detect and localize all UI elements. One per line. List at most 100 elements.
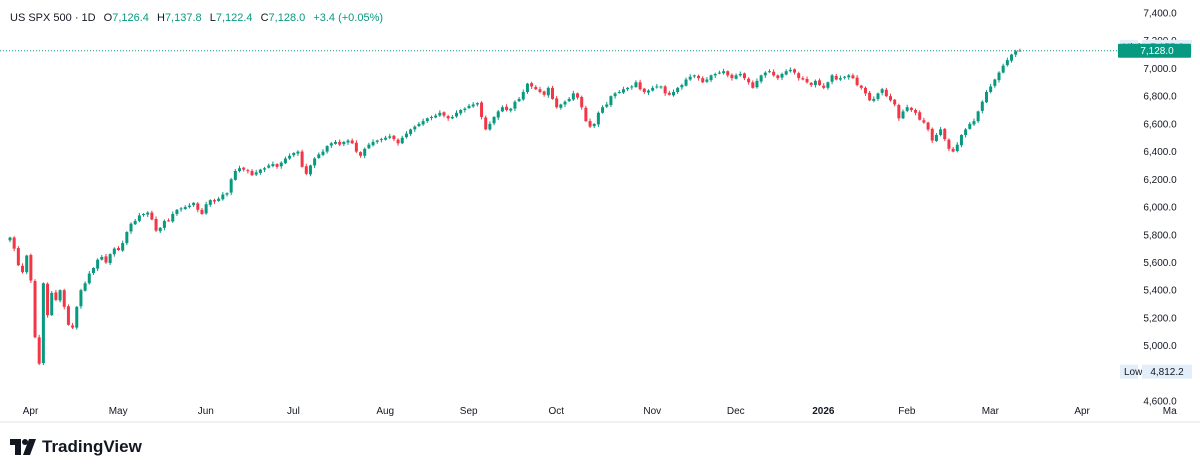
candle (41, 282, 45, 366)
candle (542, 90, 546, 97)
candle (922, 117, 926, 124)
candle (642, 87, 646, 94)
candle-body (104, 256, 108, 263)
x-tick-label: Mar (982, 406, 1000, 417)
candle (238, 165, 242, 173)
candle-body (763, 72, 767, 76)
candle (784, 69, 788, 76)
candle (788, 67, 792, 73)
candle-body (75, 306, 79, 328)
candle (371, 139, 375, 147)
candle-body (384, 137, 388, 140)
candle-body (901, 111, 905, 119)
candle (505, 104, 509, 112)
candle (500, 105, 504, 113)
candle-body (46, 283, 50, 316)
candle-body (984, 92, 988, 103)
candle (605, 101, 609, 109)
candle-body (500, 107, 504, 112)
tradingview-logo[interactable]: TradingView (10, 437, 142, 457)
candle-body (855, 77, 859, 86)
candle-body (993, 79, 997, 86)
candle (242, 166, 246, 172)
candle-body (296, 151, 300, 154)
candle-body (717, 72, 721, 74)
candle-body (121, 243, 125, 251)
candle (258, 168, 262, 175)
candle-body (834, 75, 838, 80)
candle (851, 73, 855, 79)
candle-body (1001, 65, 1005, 73)
candle (375, 139, 379, 144)
candle (417, 121, 421, 127)
time-axis[interactable]: Apr May Jun Jul Aug Sep Oct Nov Dec 2026 Feb Mar Apr… (23, 406, 1177, 417)
candle-body (413, 126, 417, 130)
candle (463, 107, 467, 113)
candle-body (951, 148, 955, 152)
candle (37, 334, 41, 366)
candle-body (813, 80, 817, 86)
candle-body (509, 108, 513, 111)
candle-body (809, 82, 813, 86)
y-tick-label: 6,800.0 (1143, 92, 1177, 103)
candle-body (776, 75, 780, 79)
candle (909, 106, 913, 112)
candle-body (859, 85, 863, 88)
price-axis[interactable]: 7,400.07,200.07,000.06,800.06,600.06,400… (1143, 9, 1177, 408)
candle (317, 152, 321, 159)
candle (300, 149, 304, 168)
candle (588, 118, 592, 129)
candle (855, 75, 859, 87)
candle-body (400, 137, 404, 144)
candle (379, 137, 383, 143)
candle-body (692, 75, 696, 77)
candle (229, 177, 233, 196)
candle (221, 192, 225, 201)
candle (54, 289, 58, 302)
candle (150, 210, 154, 221)
candle (446, 114, 450, 121)
candle-body (555, 98, 559, 108)
candle (613, 92, 617, 99)
candle (217, 196, 221, 202)
candle-body (50, 292, 54, 316)
candle-body (943, 128, 947, 140)
candle (926, 121, 930, 132)
candle-body (425, 118, 429, 122)
x-tick-label: Apr (23, 406, 39, 417)
y-tick-label: 7,000.0 (1143, 64, 1177, 75)
candle-body (404, 133, 408, 138)
candle-body (350, 140, 354, 144)
candle-body (642, 88, 646, 93)
candle-body (292, 152, 296, 156)
candle-body (313, 158, 317, 166)
candle (805, 76, 809, 84)
candle-body (843, 76, 847, 78)
candle-body (884, 89, 888, 97)
candle (884, 87, 888, 97)
candle (934, 133, 938, 142)
low-marker-value: 4,812.2 (1150, 367, 1184, 378)
low-marker-label-bg (1120, 364, 1138, 379)
candle (413, 125, 417, 132)
y-tick-label: 5,600.0 (1143, 258, 1177, 269)
candle-body (258, 169, 262, 173)
candle (283, 156, 287, 165)
candle (993, 78, 997, 88)
candle (868, 90, 872, 102)
candle (530, 81, 534, 89)
x-tick-label: 2026 (812, 406, 835, 417)
candle-body (826, 82, 830, 88)
candle-body (429, 116, 433, 118)
candle (271, 161, 275, 168)
candle (233, 169, 237, 181)
candle-body (630, 86, 634, 88)
candle (509, 107, 513, 113)
candle (580, 95, 584, 110)
candle (772, 69, 776, 77)
candle-body (150, 212, 154, 220)
candle-body (571, 93, 575, 100)
candle (617, 90, 621, 94)
candle (192, 202, 196, 208)
